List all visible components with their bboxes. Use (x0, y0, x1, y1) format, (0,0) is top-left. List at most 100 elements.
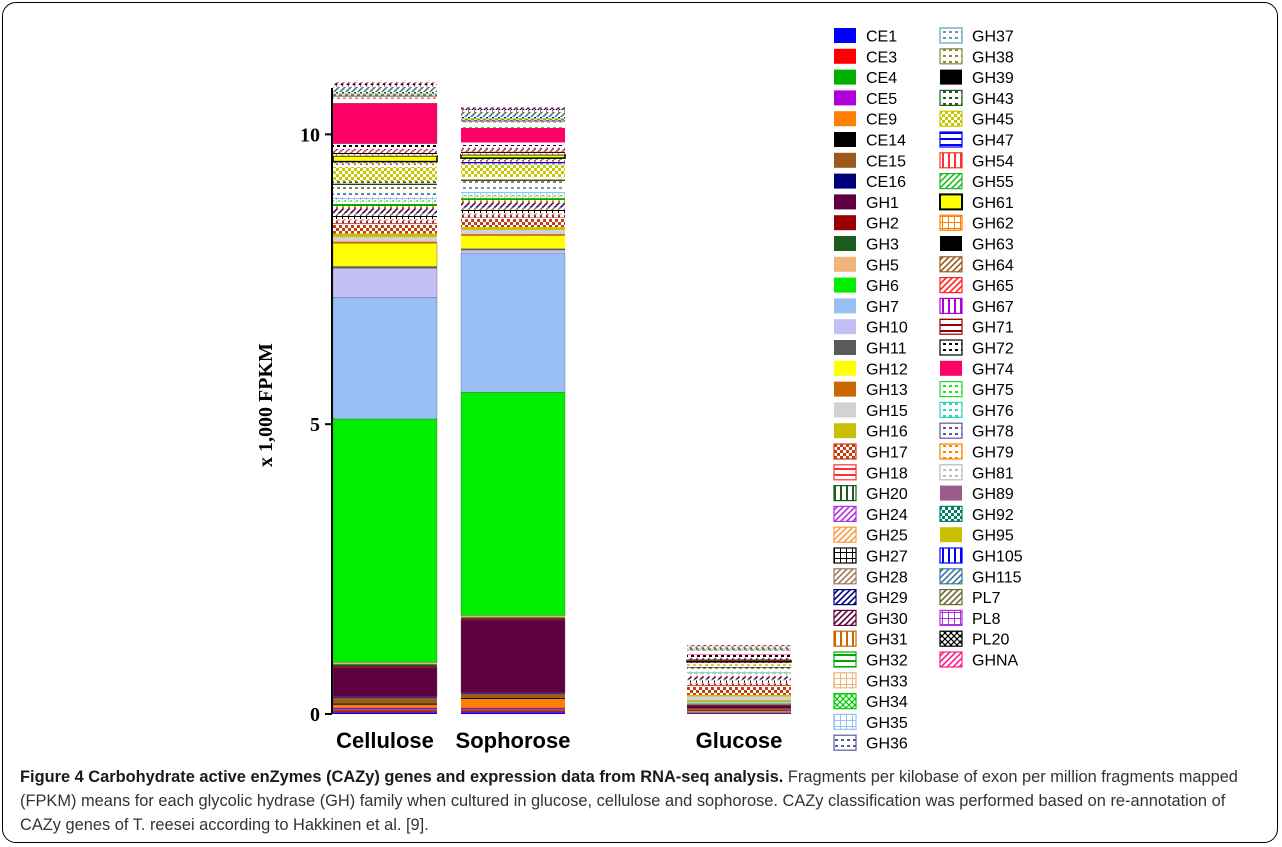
legend-swatch (834, 236, 856, 251)
bar-segment-sophorose-gh16 (461, 227, 565, 231)
bar-segment-sophorose-gh63 (461, 151, 565, 153)
y-tick-label: 5 (310, 414, 320, 436)
bar-segment-cellulose-gh47 (333, 165, 437, 167)
legend-label: GH105 (972, 549, 1023, 566)
bar-segment-sophorose-gh35 (461, 191, 565, 196)
bar-glucose (686, 645, 792, 715)
legend-swatch (833, 547, 857, 564)
legend-item-gh7: GH7 (834, 298, 899, 316)
bar-segment-cellulose-gh15 (333, 236, 437, 242)
caption-text: Fragments per kilobase of exon per milli… (20, 768, 1238, 834)
bar-segment-sophorose-gh13 (461, 234, 565, 236)
bar-segment-glucose-gh16 (687, 694, 791, 697)
bar-segment-sophorose-gh11 (461, 248, 565, 251)
legend-label: GH54 (972, 153, 1014, 170)
legend-label: GH37 (972, 29, 1014, 46)
legend-label: CE1 (866, 29, 897, 46)
legend-item-gh38: GH38 (939, 48, 1014, 66)
bar-segment-glucose-gh67 (687, 657, 791, 659)
bar-segment-sophorose-gh17 (461, 218, 565, 228)
bar-segment-sophorose-gh5 (461, 615, 565, 618)
legend-swatch (834, 28, 856, 43)
bar-segment-glucose-gh92 (687, 649, 791, 650)
legend-item-gh16: GH16 (834, 423, 908, 441)
legend-item-gh81: GH81 (939, 464, 1014, 482)
bar-segment-sophorose-gh32 (461, 198, 565, 201)
legend-swatch (939, 464, 963, 481)
bar-segment-sophorose-ce5 (461, 707, 565, 710)
bar-segment-sophorose-gh24 (461, 214, 565, 216)
bar-segment-sophorose-gh6 (460, 392, 566, 616)
bar-segment-glucose-ce16 (687, 708, 791, 709)
legend-item-gh78: GH78 (939, 422, 1014, 441)
bar-segment-glucose-gh76 (687, 651, 791, 654)
bar-segment-sophorose-gh20 (461, 215, 565, 218)
bar-segment-glucose-gh2 (687, 704, 791, 706)
legend-swatch (940, 236, 962, 251)
bar-segment-cellulose-gh43 (333, 181, 437, 184)
legend-swatch (939, 131, 963, 148)
bar-segment-cellulose-gh34 (333, 200, 437, 202)
legend-label: GH74 (972, 361, 1014, 378)
legend-swatch (939, 89, 963, 107)
legend-item-gh18: GH18 (833, 464, 908, 482)
bar-segment-cellulose-gh39 (333, 183, 437, 185)
legend-item-gh28: GH28 (833, 568, 908, 586)
bar-segment-glucose-ce15 (687, 708, 791, 710)
legend-item-gh20: GH20 (833, 485, 908, 503)
legend-swatch (939, 173, 963, 190)
bar-segment-cellulose-gh63 (333, 152, 437, 155)
bar-segment-glucose-gh1 (687, 705, 791, 709)
legend-swatch (939, 152, 963, 169)
bar-segment-cellulose-ce4 (333, 709, 437, 711)
legend-swatch (940, 485, 962, 501)
legend-item-gh92: GH92 (939, 505, 1014, 524)
bar-segment-glucose-gh78 (687, 651, 791, 652)
bar-segment-cellulose-gh3 (333, 664, 437, 667)
bar-segment-glucose-gh30 (687, 676, 791, 679)
bar-segment-sophorose-ce3 (461, 710, 565, 713)
bar-segment-sophorose-gh33 (461, 196, 565, 199)
legend-item-ce9: CE9 (834, 111, 897, 129)
legend-label: GH34 (866, 694, 908, 711)
bar-segment-cellulose-gh29 (333, 211, 437, 214)
bar-segment-glucose-gh34 (687, 672, 791, 674)
bar-segment-cellulose-ce14 (333, 703, 437, 705)
bar-segment-sophorose-gh18 (461, 217, 565, 219)
legend-swatch (833, 568, 857, 585)
legend-swatch (833, 672, 857, 689)
bar-segment-sophorose-ce1 (461, 712, 565, 714)
stacked-bar-chart: x 1,000 FPKM 0 5 10 Cellulose Sophorose Gluc… (255, 27, 1023, 753)
bar-segment-cellulose-ce15 (333, 697, 437, 704)
bar-segment-glucose-ce9 (687, 710, 791, 712)
bar-segment-glucose-gh62 (687, 660, 791, 661)
bar-segment-glucose-gh6 (687, 702, 791, 704)
bar-segment-sophorose-gh115 (461, 113, 565, 117)
legend-item-gh63: GH63 (940, 236, 1014, 254)
legend-label: CE14 (866, 133, 906, 150)
bar-segment-cellulose-gh2 (333, 666, 437, 668)
bar-segment-sophorose-gh2 (461, 618, 565, 621)
legend-label: GH67 (972, 299, 1014, 316)
legend-label: GH72 (972, 341, 1014, 358)
bar-segment-sophorose-gh10 (461, 250, 565, 254)
bar-segment-cellulose-gh35 (333, 196, 437, 201)
legend-swatch (834, 111, 856, 127)
bar-segment-cellulose-gh92 (333, 94, 437, 96)
legend-item-gh3: GH3 (834, 236, 899, 254)
bar-segment-sophorose-gh74 (461, 127, 565, 143)
legend-item-ce15: CE15 (834, 152, 906, 170)
legend-label: CE15 (866, 153, 906, 170)
legend-item-gh10: GH10 (834, 319, 908, 337)
bar-segment-glucose-gh18 (687, 685, 791, 687)
legend-item-gh6: GH6 (834, 277, 899, 295)
legend-swatch (834, 256, 856, 272)
legend-item-gh67: GH67 (939, 297, 1014, 316)
legend-swatch (833, 630, 857, 647)
legend-swatch (833, 485, 857, 502)
legend-swatch (834, 340, 856, 355)
legend-label: GH43 (972, 91, 1014, 108)
legend-label: GH20 (866, 486, 908, 503)
bar-segment-sophorose-gh38 (461, 180, 565, 187)
